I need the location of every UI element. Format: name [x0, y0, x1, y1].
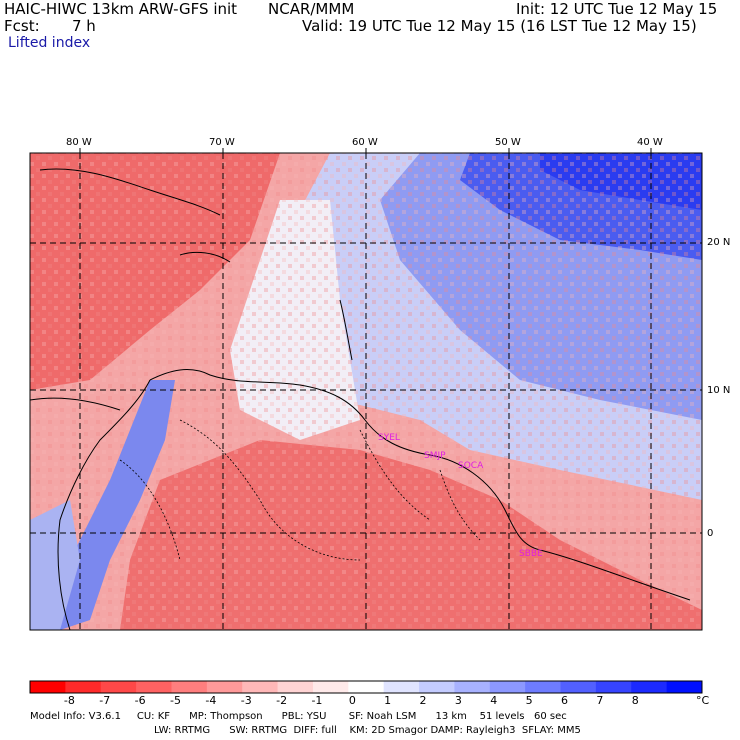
colorbar-label: 6	[561, 694, 569, 707]
colorbar-cell	[30, 681, 66, 693]
footer-model-info: Model Info: V3.6.1 CU: KF MP: Thompson P…	[30, 711, 567, 722]
colorbar-cell	[136, 681, 172, 693]
colorbar-cell	[489, 681, 526, 693]
colorbar-cell	[242, 681, 279, 693]
lat-label-10n: 10 N	[707, 385, 731, 396]
colorbar-unit: °C	[696, 694, 710, 707]
organization: NCAR/MMM	[268, 0, 355, 18]
colorbar-label: -8	[63, 694, 75, 707]
colorbar-cell	[383, 681, 420, 693]
colorbar-label: 1	[384, 694, 392, 707]
lon-label-40w: 40 W	[637, 137, 663, 148]
lon-label-50w: 50 W	[495, 137, 521, 148]
colorbar-cell	[348, 681, 385, 693]
lat-label-0: 0	[707, 528, 714, 539]
colorbar-label: 0	[348, 694, 356, 707]
lat-label-20n: 20 N	[707, 237, 731, 248]
coastlines	[30, 168, 691, 630]
station-sbbe: SBBE	[519, 549, 543, 559]
colorbar-cell	[65, 681, 102, 693]
field-name: Lifted index	[8, 35, 91, 51]
colorbar-cell	[595, 681, 632, 693]
station-syel: SYEL	[378, 433, 400, 443]
station-soca: SOCA	[458, 461, 484, 471]
colorbar-label: 5	[525, 694, 533, 707]
colorbar-label: -4	[205, 694, 217, 707]
field-texture	[30, 153, 702, 630]
colorbar-cell	[312, 681, 349, 693]
lon-label-80w: 80 W	[66, 137, 92, 148]
colorbar-cell	[631, 681, 668, 693]
colorbar-cell	[419, 681, 455, 693]
station-smjp: SMJP	[424, 451, 446, 461]
footer-physics-info: LW: RRTMG SW: RRTMG DIFF: full KM: 2D Sm…	[154, 725, 581, 736]
colorbar-label: 7	[596, 694, 604, 707]
colorbar-label: -3	[240, 694, 252, 707]
colorbar-cell	[277, 681, 314, 693]
lon-label-70w: 70 W	[209, 137, 235, 148]
map-frame	[29, 152, 703, 631]
forecast-hour: 7 h	[72, 17, 96, 35]
colorbar-label: 4	[490, 694, 498, 707]
colorbar-label: 2	[419, 694, 427, 707]
colorbar-label: -6	[134, 694, 146, 707]
colorbar-cell	[171, 681, 208, 693]
colorbar-label: -1	[311, 694, 323, 707]
colorbar-label: 8	[631, 694, 639, 707]
model-title: HAIC-HIWC 13km ARW-GFS init	[4, 0, 238, 18]
andes-stable-strip	[55, 380, 175, 630]
colorbar-cell	[100, 681, 137, 693]
colorbar-label: -2	[276, 694, 288, 707]
graticule	[30, 153, 702, 630]
forecast-label: Fcst:	[4, 17, 40, 35]
colorbar-cell	[560, 681, 597, 693]
valid-time: Valid: 19 UTC Tue 12 May 15 (16 LST Tue …	[302, 17, 697, 35]
borders	[119, 419, 481, 561]
colorbar-label: 3	[454, 694, 462, 707]
colorbar-label: -5	[169, 694, 181, 707]
colorbar-cell	[454, 681, 491, 693]
colorbar-cell	[206, 681, 243, 693]
colorbar-cell	[525, 681, 562, 693]
colorbar-label: -7	[99, 694, 111, 707]
init-time: Init: 12 UTC Tue 12 May 15	[516, 0, 718, 18]
top-ticks	[79, 148, 652, 153]
colorbar-cell	[666, 681, 703, 693]
lon-label-60w: 60 W	[352, 137, 378, 148]
